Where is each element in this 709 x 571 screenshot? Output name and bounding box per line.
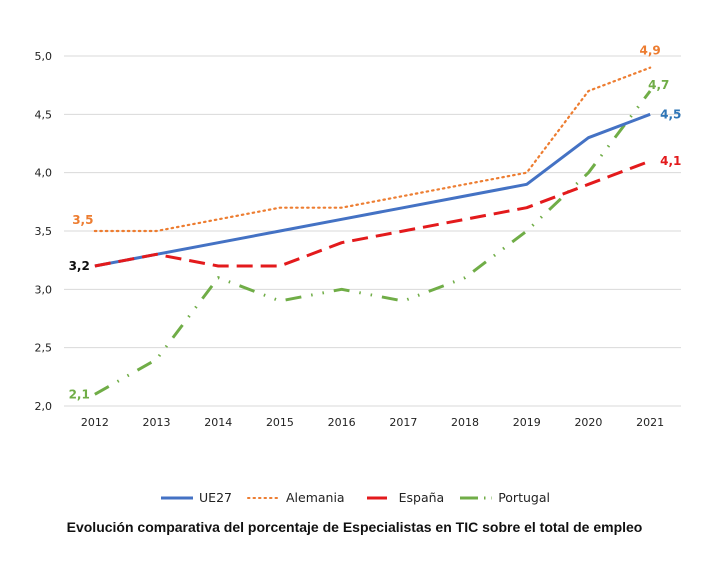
series-line-ue27 [94,112,651,268]
legend-swatch [460,496,493,499]
legend-swatch [246,496,281,499]
x-tick-label: 2021 [636,416,664,429]
y-tick-label: 4,0 [35,167,53,180]
legend-label: España [398,490,445,505]
legend-item-alemania: Alemania [246,490,345,505]
data-label-españa: 3,2 [69,259,90,273]
data-label-portugal: 4,7 [648,78,669,92]
legend-item-españa: España [359,490,445,505]
data-label-portugal: 2,1 [69,387,90,401]
x-tick-label: 2020 [574,416,602,429]
data-label-españa: 4,1 [660,154,681,168]
x-tick-label: 2017 [389,416,417,429]
legend: UE27 Alemania España Portugal [0,490,709,505]
data-label-alemania: 4,9 [640,44,661,58]
legend-label: Portugal [498,490,550,505]
data-label-ue27: 4,5 [660,107,681,121]
line-chart: 2,02,53,03,54,04,55,0 2012 2013 2014 2015 20… [35,44,682,429]
legend-item-ue27: UE27 [159,490,232,505]
y-tick-label: 2,0 [35,400,53,413]
legend-item-portugal: Portugal [458,490,550,505]
legend-swatch [161,496,194,499]
data-labels: 4,5 3,5 4,9 3,2 4,1 2,1 4,7 [69,44,682,402]
gridlines [64,55,681,407]
series-line-portugal [94,90,652,396]
legend-label: UE27 [199,490,232,505]
legend-swatch [366,496,387,499]
x-tick-label: 2019 [513,416,541,429]
series-line-alemania [93,66,652,233]
x-axis-ticks: 2012 2013 2014 2015 2016 2017 2018 2019 2020 2021 [81,416,664,429]
x-tick-label: 2015 [266,416,294,429]
y-tick-label: 4,5 [35,108,53,121]
chart-title: Evolución comparativa del porcentaje de … [66,519,643,535]
y-tick-label: 3,5 [35,225,53,238]
x-tick-label: 2012 [81,416,109,429]
x-tick-label: 2018 [451,416,479,429]
series-lines [93,66,652,396]
data-label-alemania: 3,5 [72,213,93,227]
legend-label: Alemania [285,490,345,505]
x-tick-label: 2014 [204,416,232,429]
x-tick-label: 2013 [143,416,171,429]
y-tick-label: 3,0 [35,283,53,296]
y-tick-label: 5,0 [35,50,53,63]
y-axis-ticks: 2,0 2,5 3,0 3,5 4,0 4,5 5,0 [35,50,53,413]
y-tick-label: 2,5 [35,342,53,355]
x-tick-label: 2016 [328,416,356,429]
